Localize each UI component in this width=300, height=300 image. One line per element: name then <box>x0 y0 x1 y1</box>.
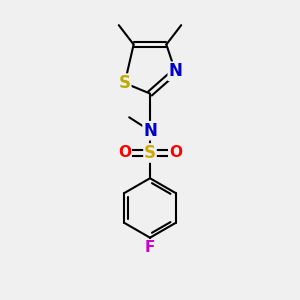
Text: O: O <box>169 146 182 160</box>
Text: S: S <box>119 74 131 92</box>
Text: N: N <box>168 62 182 80</box>
Text: S: S <box>144 144 156 162</box>
Text: N: N <box>143 122 157 140</box>
Text: O: O <box>118 146 131 160</box>
Text: F: F <box>145 240 155 255</box>
